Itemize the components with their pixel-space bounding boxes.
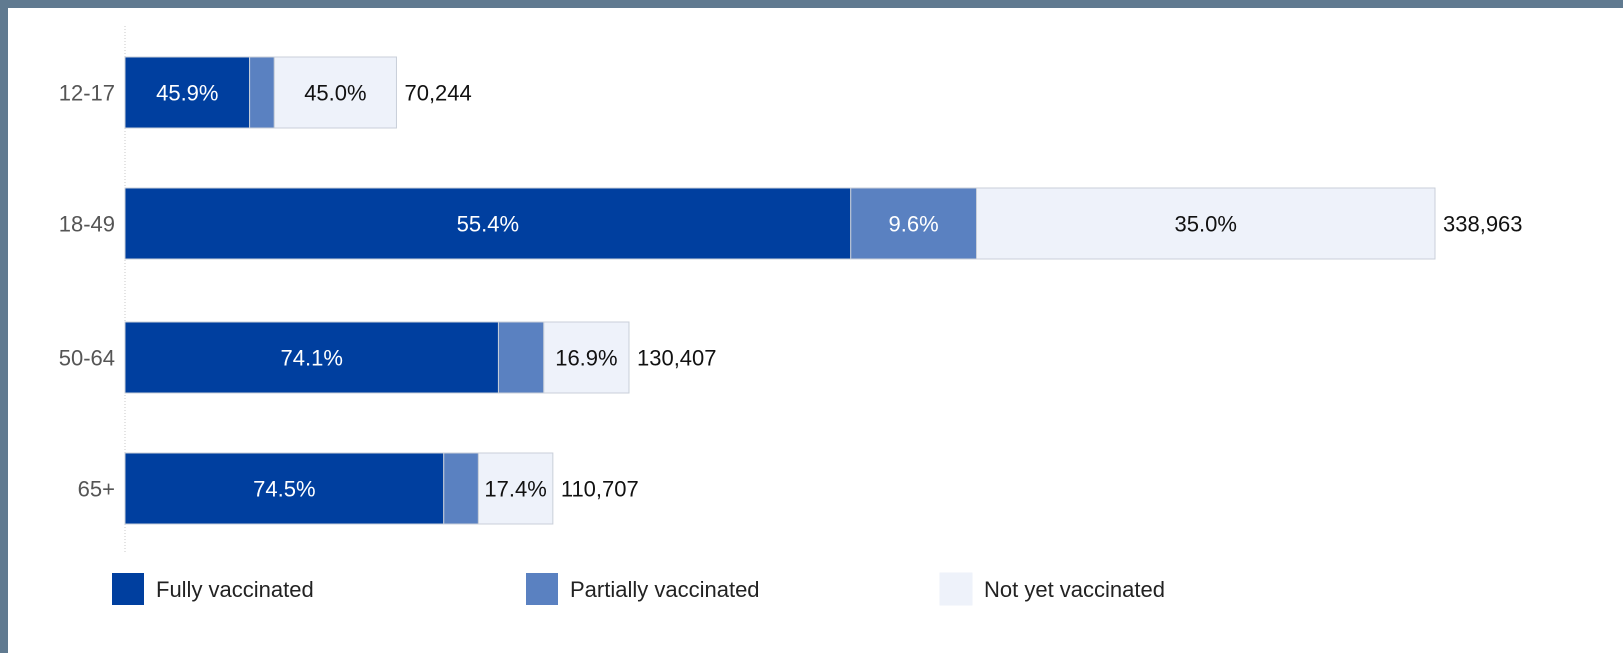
bar-segment xyxy=(273,56,397,129)
category-label: 18-49 xyxy=(59,212,115,237)
category-label: 50-64 xyxy=(59,346,115,371)
category-label: 12-17 xyxy=(59,81,115,106)
total-label: 110,707 xyxy=(561,477,639,502)
data-label: 16.9% xyxy=(555,346,617,371)
bar-segment xyxy=(124,452,445,525)
bar-segment xyxy=(543,321,630,394)
data-label: 17.4% xyxy=(484,477,546,502)
bar-segment xyxy=(976,187,1436,260)
legend-swatch xyxy=(112,573,144,605)
bar-segment xyxy=(443,452,479,525)
data-label: 74.5% xyxy=(253,477,315,502)
legend-label: Not yet vaccinated xyxy=(984,577,1165,602)
bar-segment xyxy=(477,452,554,525)
data-label: 35.0% xyxy=(1175,212,1237,237)
total-label: 338,963 xyxy=(1443,212,1523,237)
vaccination-chart: 12-17 45.9% 45.0% 70,244 18-49 55.4% 9.6% 35.0%… xyxy=(59,26,1523,606)
bar-segment xyxy=(249,56,275,129)
bar-group: 12-17 45.9% 45.0% 70,244 18-49 55.4% 9.6% 35.0%… xyxy=(59,56,1523,525)
bar-segment xyxy=(124,321,499,394)
chart-panel: 12-17 45.9% 45.0% 70,244 18-49 55.4% 9.6% 35.0%… xyxy=(8,8,1623,653)
total-label: 130,407 xyxy=(637,346,717,371)
legend: Fully vaccinated Partially vaccinated Not … xyxy=(112,572,1165,606)
legend-swatch xyxy=(939,572,973,606)
total-label: 70,244 xyxy=(404,81,471,106)
legend-label: Fully vaccinated xyxy=(156,577,314,602)
bar-segment xyxy=(124,56,251,129)
bar-segment xyxy=(497,321,545,394)
data-label: 9.6% xyxy=(889,212,939,237)
data-label: 45.0% xyxy=(304,81,366,106)
category-label: 65+ xyxy=(78,477,115,502)
legend-label: Partially vaccinated xyxy=(570,577,760,602)
data-label: 74.1% xyxy=(281,346,343,371)
data-label: 55.4% xyxy=(457,212,519,237)
bar-segment xyxy=(850,187,977,260)
legend-swatch xyxy=(526,573,558,605)
data-label: 45.9% xyxy=(156,81,218,106)
